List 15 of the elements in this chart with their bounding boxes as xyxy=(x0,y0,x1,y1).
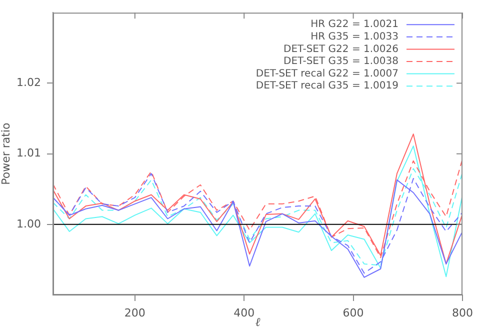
y-tick-label: 1.00 xyxy=(16,217,41,230)
y-tick-label: 1.01 xyxy=(16,146,41,160)
x-axis-title: ℓ xyxy=(255,314,260,329)
legend-label: HR G22 = 1.0021 xyxy=(310,19,398,30)
legend-label: DET-SET recal G35 = 1.0019 xyxy=(256,80,398,92)
x-tick-label: 600 xyxy=(342,306,364,320)
x-tick-label: 400 xyxy=(234,306,255,320)
x-tick-label: 800 xyxy=(452,306,473,320)
x-tick-label: 200 xyxy=(124,306,146,320)
legend-label: DET-SET G35 = 1.0038 xyxy=(284,56,398,68)
legend-label: DET-SET G22 = 1.0026 xyxy=(284,44,398,55)
y-tick-label: 1.02 xyxy=(16,76,41,90)
y-axis-title: Power ratio xyxy=(0,122,12,185)
legend-label: DET-SET recal G22 = 1.0007 xyxy=(256,68,398,80)
legend-label: HR G35 = 1.0033 xyxy=(310,31,398,42)
